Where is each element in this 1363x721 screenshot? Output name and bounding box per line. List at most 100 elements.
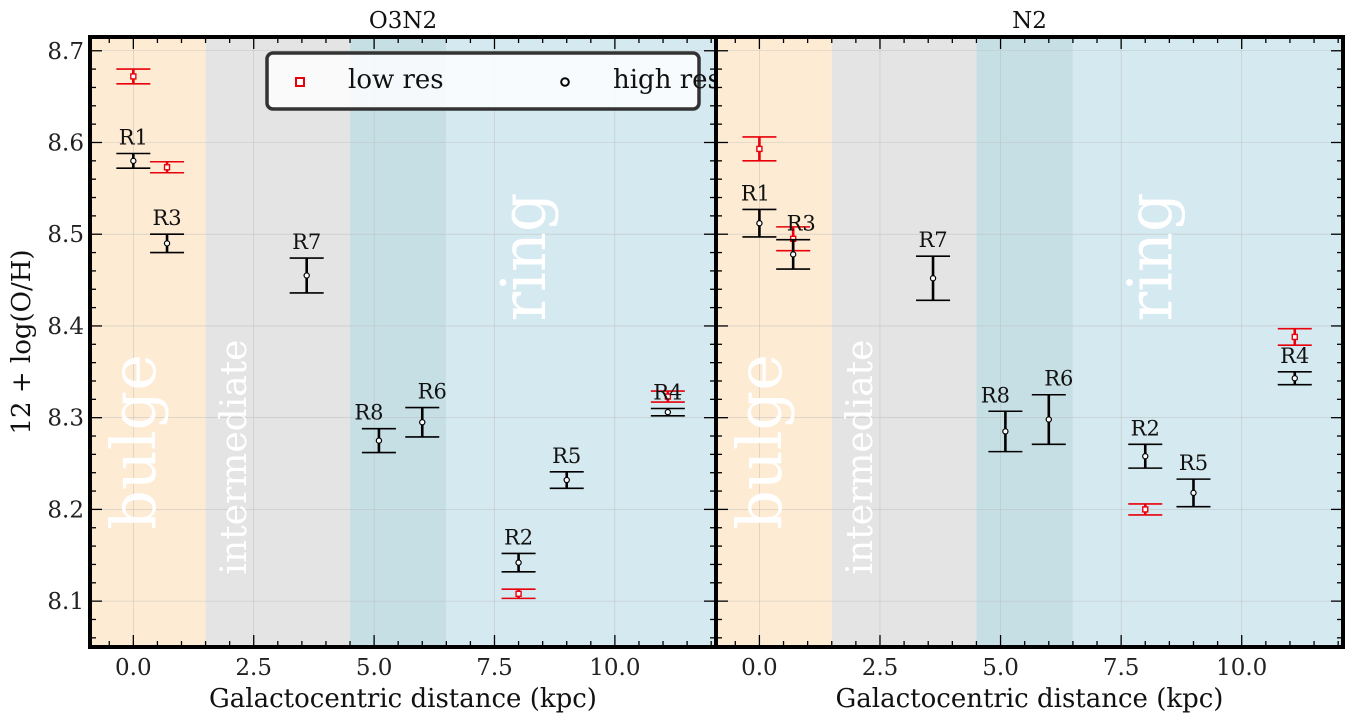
marker-circle xyxy=(515,559,522,566)
data-point-r1-high-res: R1 xyxy=(116,125,151,169)
data-point-r1-low-res xyxy=(116,68,151,85)
panel-n2: bulge intermediate ring R1 R3 R7 R8 R6 R2 R5 R4 0.0… xyxy=(714,8,1345,714)
marker-circle xyxy=(1142,453,1149,460)
marker-square xyxy=(1291,333,1298,341)
marker-circle xyxy=(1291,375,1298,382)
legend-label-high-res: high res xyxy=(613,65,721,95)
region-band-bulge xyxy=(716,37,832,647)
marker-square xyxy=(1142,506,1149,513)
point-label-r8: R8 xyxy=(981,383,1010,407)
marker-circle xyxy=(756,220,763,227)
x-tick-label: 2.5 xyxy=(235,655,272,681)
marker-circle xyxy=(1045,416,1052,423)
legend-marker-circle xyxy=(560,77,570,87)
marker-circle xyxy=(130,157,137,165)
x-tick-label: 10.0 xyxy=(589,655,640,681)
data-point-r3-high-res: R3 xyxy=(776,212,816,270)
y-tick-label: 8.7 xyxy=(47,39,84,65)
y-tick-label: 8.1 xyxy=(47,589,84,615)
marker-circle xyxy=(563,476,570,484)
data-point-r1-low-res xyxy=(742,136,777,162)
data-point-r7-high-res: R7 xyxy=(289,230,324,294)
point-label-r1: R1 xyxy=(119,125,148,149)
x-tick-label: 0.0 xyxy=(741,655,778,681)
point-label-r2: R2 xyxy=(504,525,533,549)
legend-box xyxy=(265,51,701,111)
y-axis-label: 12 + log(O/H) xyxy=(7,249,37,434)
data-point-r2-high-res: R2 xyxy=(501,525,536,573)
data-point-r2-low-res xyxy=(501,588,536,600)
data-point-r4-low-res xyxy=(1277,327,1312,347)
region-band-ring xyxy=(1072,37,1343,647)
data-point-r4-low-res xyxy=(650,390,685,403)
y-tick-label: 8.2 xyxy=(47,497,84,523)
region-label-intermediate: intermediate xyxy=(840,340,881,575)
x-tick-label: 7.5 xyxy=(1103,655,1140,681)
x-axis-label: Galactocentric distance (kpc) xyxy=(209,684,597,714)
marker-square xyxy=(515,590,522,597)
data-point-r2-high-res: R2 xyxy=(1128,416,1163,469)
point-label-r5: R5 xyxy=(1179,451,1208,475)
point-label-r3: R3 xyxy=(152,206,181,230)
panel-title: N2 xyxy=(1012,8,1047,34)
legend: low res high res xyxy=(265,51,721,111)
data-point-r8-high-res: R8 xyxy=(981,383,1023,453)
region-label-intermediate: intermediate xyxy=(214,340,255,575)
data-point-r4-high-res: R4 xyxy=(650,381,685,417)
marker-circle xyxy=(163,240,171,247)
data-point-r5-high-res: R5 xyxy=(549,444,584,490)
region-band-intermediate xyxy=(831,37,977,647)
data-point-r2-low-res xyxy=(1128,503,1163,516)
y-tick-label: 8.4 xyxy=(47,314,84,340)
region-label-ring: ring xyxy=(487,192,560,321)
data-point-r8-high-res: R8 xyxy=(354,401,396,454)
point-label-r7: R7 xyxy=(292,230,321,254)
x-tick-label: 2.5 xyxy=(862,655,899,681)
point-label-r4: R4 xyxy=(1280,344,1309,368)
point-label-r1: R1 xyxy=(741,181,770,205)
x-tick-label: 0.0 xyxy=(115,655,152,681)
point-label-r6: R6 xyxy=(1044,367,1073,391)
y-tick-label: 8.3 xyxy=(47,406,84,432)
x-tick-label: 5.0 xyxy=(982,655,1019,681)
marker-circle xyxy=(929,275,937,282)
point-label-r3: R3 xyxy=(787,212,816,236)
x-tick-label: 10.0 xyxy=(1216,655,1267,681)
region-band-intermediate xyxy=(205,37,351,647)
marker-square xyxy=(163,164,171,171)
data-point-r1-high-res: R1 xyxy=(741,181,777,238)
point-label-r6: R6 xyxy=(418,380,447,404)
marker-circle xyxy=(1002,428,1009,435)
x-tick-label: 5.0 xyxy=(356,655,393,681)
marker-circle xyxy=(303,272,310,279)
point-label-r8: R8 xyxy=(354,401,383,425)
marker-circle xyxy=(664,408,672,416)
x-axis-label: Galactocentric distance (kpc) xyxy=(836,684,1224,714)
point-label-r4: R4 xyxy=(653,381,682,405)
y-tick-label: 8.6 xyxy=(47,130,84,156)
panel-o3n2: bulge intermediate ring R1 R3 R7 R8 R6 R2 R5 R4 0.0… xyxy=(7,8,721,714)
marker-square xyxy=(130,73,137,80)
region-label-bulge: bulge xyxy=(723,354,796,530)
legend-label-low-res: low res xyxy=(348,65,444,95)
region-band-overlap xyxy=(350,37,447,647)
data-point-r7-high-res: R7 xyxy=(916,228,951,302)
point-label-r5: R5 xyxy=(552,444,581,468)
y-tick-label: 8.5 xyxy=(47,222,84,248)
data-point-r6-high-res: R6 xyxy=(1031,367,1073,446)
x-tick-label: 7.5 xyxy=(476,655,513,681)
data-point-r5-high-res: R5 xyxy=(1176,451,1211,508)
region-band-overlap xyxy=(976,37,1073,647)
marker-circle xyxy=(375,437,383,444)
data-point-r3-high-res: R3 xyxy=(150,206,185,254)
region-label-ring: ring xyxy=(1114,192,1187,321)
point-label-r2: R2 xyxy=(1131,416,1160,440)
marker-circle xyxy=(789,251,797,258)
marker-square xyxy=(664,393,672,400)
plot-frame xyxy=(714,35,1345,649)
marker-circle xyxy=(419,419,426,426)
data-point-r3-low-res xyxy=(150,160,185,174)
data-point-r4-high-res: R4 xyxy=(1277,344,1312,386)
marker-circle xyxy=(1190,489,1197,497)
